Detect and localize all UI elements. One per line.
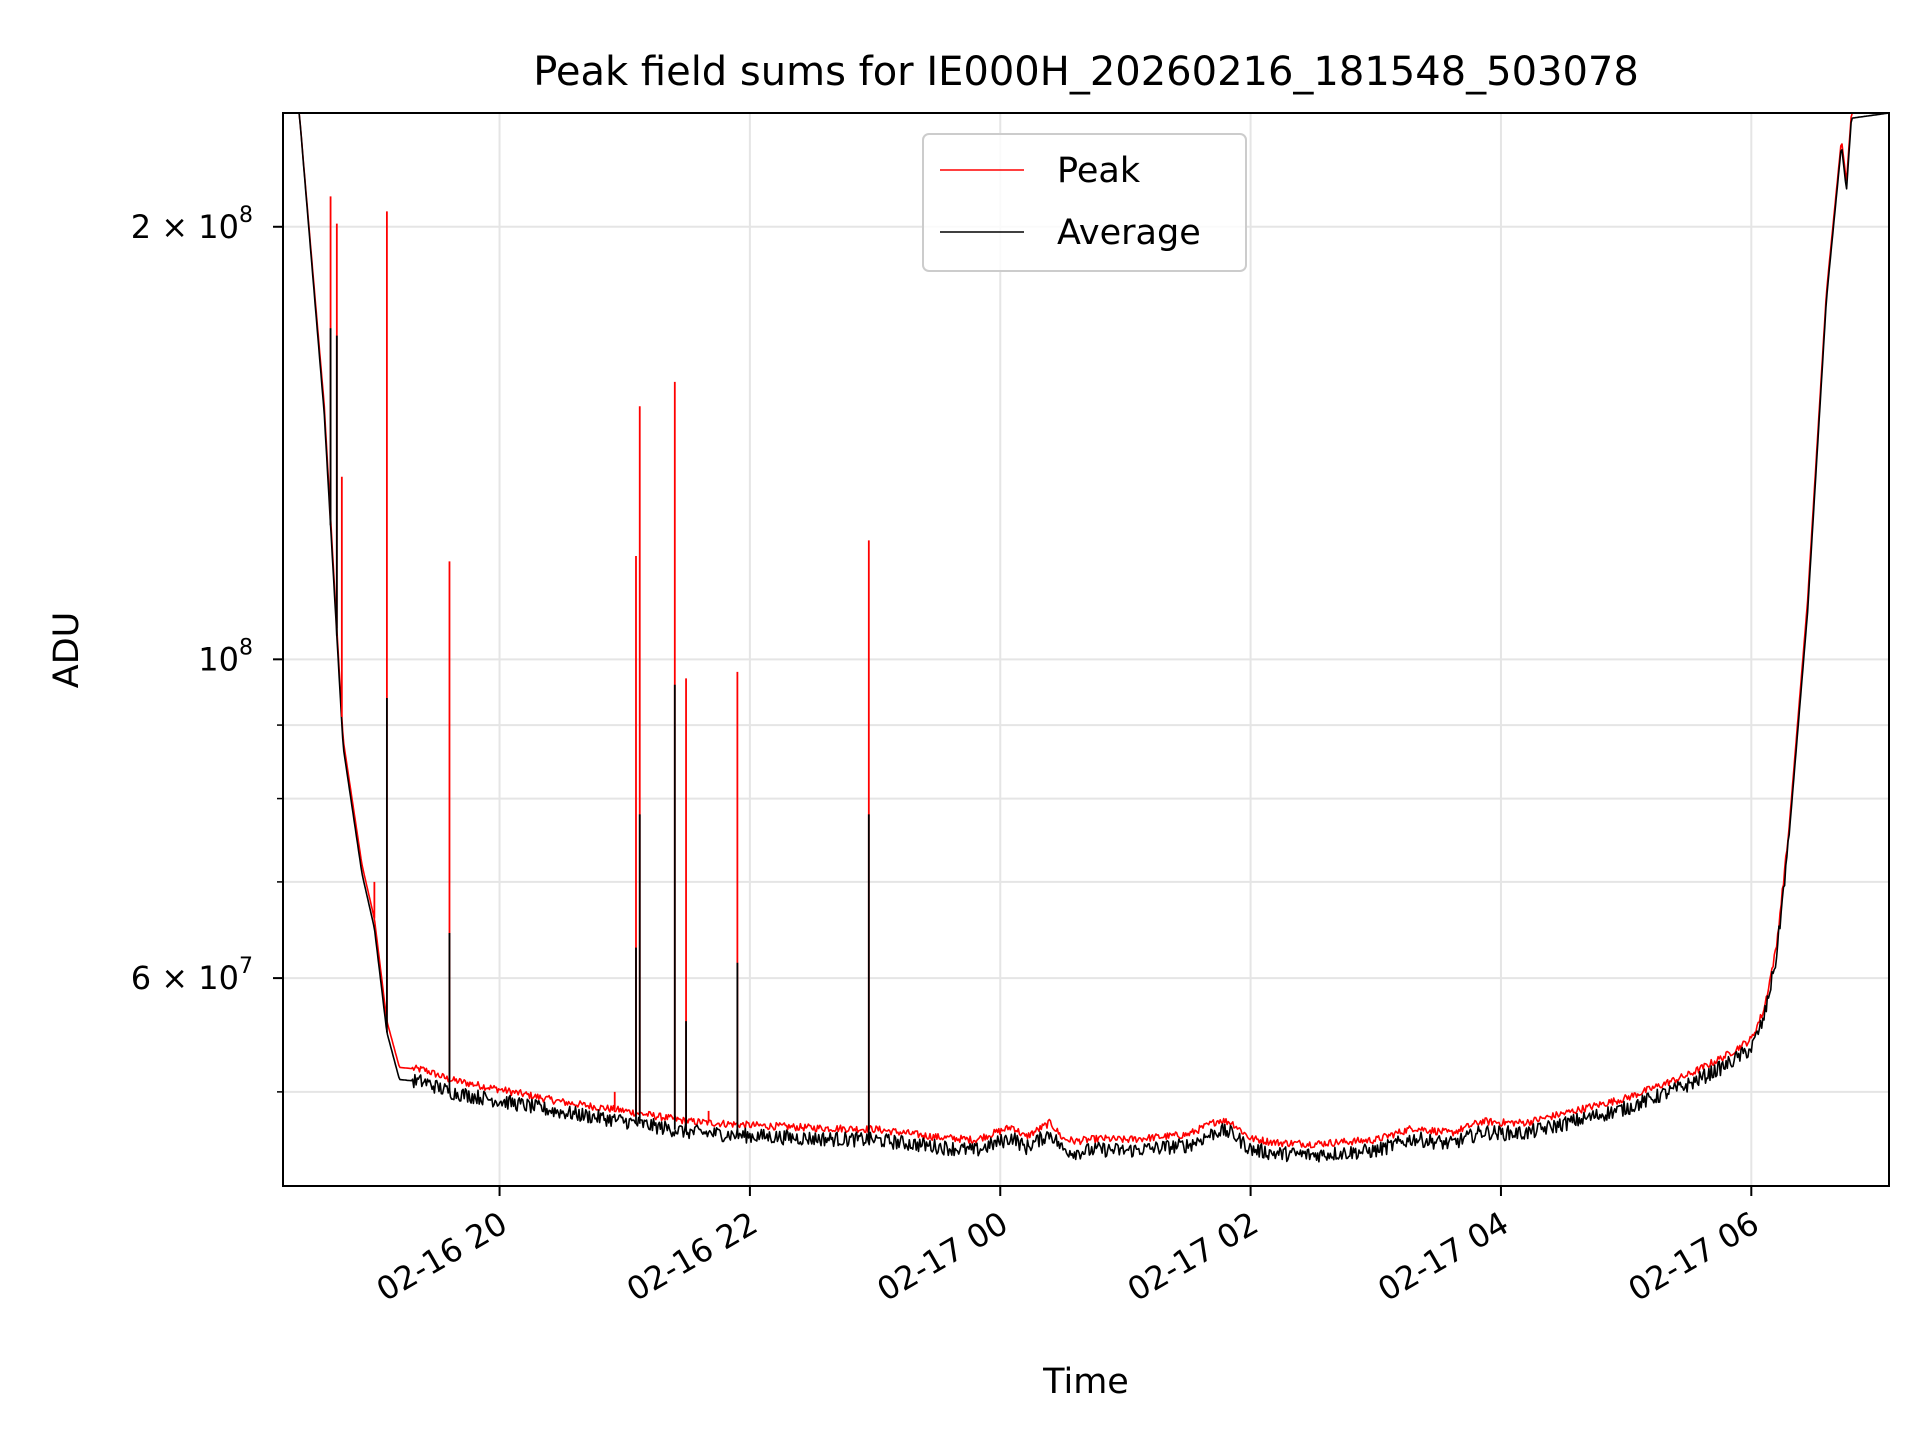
- y-tick-label: 108: [198, 635, 253, 678]
- chart-title: Peak field sums for IE000H_20260216_1815…: [533, 49, 1639, 95]
- grid-lines: [283, 113, 1889, 1186]
- y-tick-label: 2 × 108: [131, 203, 253, 246]
- series-line-average: [283, 112, 1890, 1163]
- legend: Peak Average: [922, 133, 1247, 272]
- data-series: [283, 112, 1890, 1163]
- plot-frame: [282, 112, 1890, 1187]
- legend-box: [922, 133, 1247, 272]
- legend-label-average: Average: [1057, 213, 1201, 253]
- series-line-peak: [283, 112, 1889, 1149]
- x-axis-label: Time: [1042, 1362, 1129, 1402]
- legend-label-peak: Peak: [1057, 151, 1141, 191]
- y-tick-label: 6 × 107: [131, 954, 253, 997]
- y-axis-label: ADU: [47, 612, 87, 689]
